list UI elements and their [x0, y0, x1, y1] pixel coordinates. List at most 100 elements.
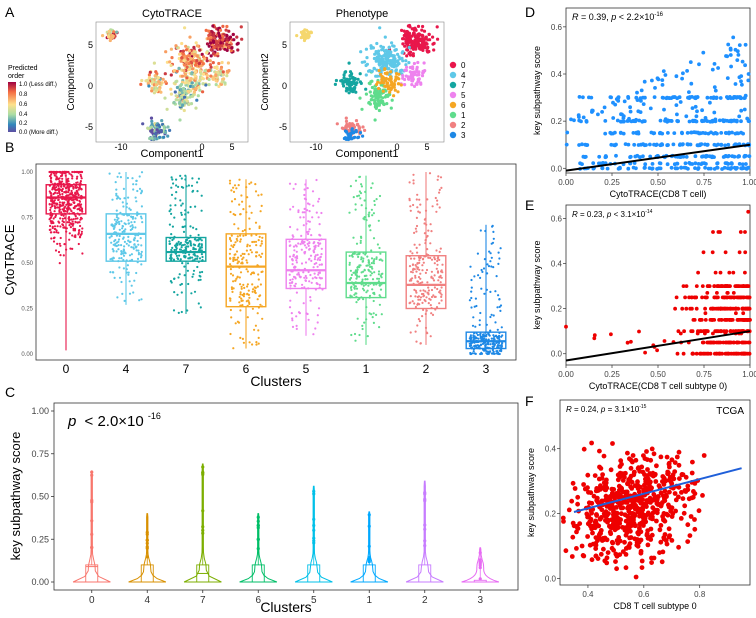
boxplot-point: [239, 309, 242, 312]
violin-xtick-label: 4: [144, 595, 150, 606]
boxplot-point: [427, 289, 430, 292]
scatter-point: [644, 143, 648, 147]
boxplot-point: [251, 283, 254, 286]
boxplot-point: [438, 276, 441, 279]
boxplot-point: [130, 221, 133, 224]
boxplot-point: [135, 249, 138, 252]
boxplot-point: [257, 329, 260, 332]
scatter-point: [711, 230, 715, 234]
boxplot-point: [427, 256, 430, 259]
boxplot-point: [114, 242, 117, 245]
boxplot-point: [357, 255, 360, 258]
boxplot-point: [78, 229, 81, 232]
scatter-point: [743, 270, 747, 275]
umap-cell-point: [180, 56, 184, 60]
umap-cell-point: [357, 125, 361, 129]
annotation-exponent: -16: [654, 12, 663, 18]
boxplot-point: [492, 237, 495, 240]
scatter-point: [628, 465, 634, 471]
boxplot-point: [370, 257, 374, 260]
scatter-point: [671, 95, 675, 100]
scatter-point: [651, 451, 657, 457]
umap-cell-point: [217, 61, 221, 66]
umap-cell-point: [295, 34, 299, 38]
umap-cell-point: [377, 59, 381, 63]
boxplot-point: [175, 254, 178, 257]
boxplot-point: [257, 342, 260, 345]
umap-cell-point: [407, 51, 411, 56]
boxplot-point: [372, 262, 376, 265]
boxplot-point: [55, 175, 58, 178]
scatter-point: [729, 119, 734, 124]
panel-d-scatter: 0.00 0.25 0.50 0.75 1.000.00.20.40.6CytoTRAC…: [532, 7, 756, 199]
umap-cell-point: [414, 70, 418, 74]
cytotrace-umap-title: CytoTRACE: [142, 8, 202, 20]
boxplot-point: [289, 299, 292, 302]
umap-cell-point: [145, 78, 150, 82]
umap-cell-point: [165, 107, 169, 111]
scatter-point: [648, 106, 653, 111]
boxplot-point: [55, 229, 58, 232]
scatter-point: [650, 78, 654, 83]
boxplot-point: [59, 236, 62, 240]
boxplot-point: [492, 314, 495, 317]
boxplot-point: [495, 350, 498, 353]
boxplot-point: [417, 256, 421, 259]
boxplot-point: [494, 321, 497, 324]
violin-ytick-label: 0.25: [31, 534, 49, 544]
phenotype-umap-frame: [289, 21, 445, 143]
boxplot-point: [68, 232, 71, 235]
boxplot-point: [71, 247, 74, 250]
umap-cell-point: [181, 49, 185, 53]
umap-cell-point: [383, 35, 387, 39]
boxplot-point: [196, 190, 199, 193]
boxplot-point: [320, 263, 323, 266]
scatter-point: [727, 154, 731, 158]
scatter-point: [741, 318, 746, 322]
boxplot-point: [471, 324, 475, 327]
boxplot-point: [122, 187, 125, 190]
violin-outlier: [256, 523, 260, 527]
boxplot-point: [256, 285, 259, 288]
umap-cell-point: [168, 128, 172, 132]
scatter-point: [577, 115, 581, 119]
boxplot-point: [355, 242, 359, 245]
scatter-annotation: R = 0.39, p < 2.2×10-16: [572, 12, 664, 22]
scatter-point: [719, 131, 724, 135]
boxplot-point: [375, 313, 378, 316]
boxplot-point: [54, 202, 57, 205]
scatter-point: [698, 351, 702, 356]
boxplot-point: [355, 270, 359, 273]
umap-cell-point: [180, 74, 184, 78]
scatter-point: [739, 284, 744, 288]
boxplot-point: [477, 274, 480, 277]
boxplot-point: [248, 227, 251, 230]
umap-cell-point: [405, 48, 409, 52]
umap-cell-point: [382, 102, 386, 107]
umap-cell-point: [222, 77, 226, 81]
boxplot-point: [290, 312, 293, 315]
boxplot-point: [309, 273, 312, 277]
umap-cell-point: [402, 29, 406, 33]
scatter-point: [569, 117, 573, 122]
boxplot-point: [199, 246, 202, 249]
umap-cell-point: [415, 44, 420, 48]
boxplot-point: [354, 203, 357, 206]
boxplot-point: [479, 311, 482, 315]
umap-cell-point: [309, 30, 313, 34]
scatter-point: [727, 131, 731, 136]
umap-cell-point: [189, 57, 193, 61]
umap-cell-point: [405, 35, 409, 40]
violin-outlier: [256, 515, 260, 519]
scatter-point: [692, 526, 698, 532]
umap-right-ylabel: Component2: [260, 53, 271, 111]
umap-cell-point: [193, 70, 197, 74]
scatter-point: [628, 155, 632, 160]
boxplot-point: [246, 316, 249, 319]
scatter-point: [743, 42, 748, 47]
boxplot-point: [249, 273, 253, 276]
boxplot-point: [306, 187, 309, 190]
scatter-point: [671, 142, 676, 147]
boxplot-point: [173, 248, 176, 252]
boxplot-point: [354, 208, 357, 211]
